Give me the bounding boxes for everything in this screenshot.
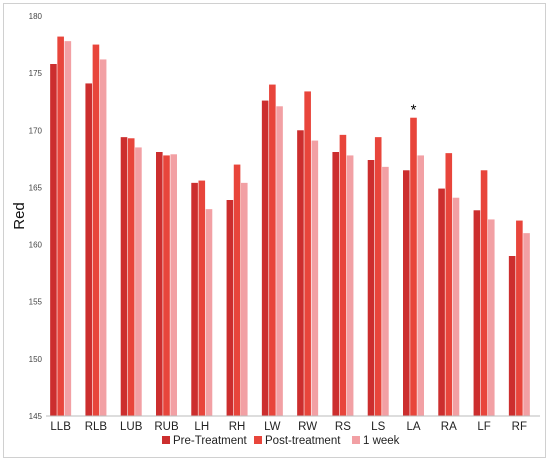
bar-pre-treatment-lub: [120, 137, 128, 416]
x-tick-label: LA: [406, 421, 420, 433]
y-tick-label: 145: [29, 412, 43, 421]
y-tick-label: 175: [29, 69, 43, 78]
x-tick-label: LW: [264, 421, 281, 433]
x-tick-label: LF: [477, 421, 490, 433]
bar-pre-treatment-rs: [332, 152, 340, 416]
legend-item: Post-treatment: [254, 435, 341, 447]
bar-pre-treatment-llb: [50, 64, 57, 416]
x-axis: LLB RLB LUB RUB LH RH LW RW RS LS LA RA LF RF: [46, 415, 540, 433]
bar-1-week-rw: [311, 140, 319, 417]
bar-pre-treatment-rw: [297, 130, 304, 417]
bar-post-treatment-rs: [339, 134, 347, 416]
legend-item: Pre-Treatment: [162, 435, 248, 447]
legend: Pre-Treatment Post-treatment 1 week: [162, 435, 400, 447]
bar-post-treatment-ra: [445, 153, 453, 416]
bar-1-week-lh: [205, 209, 213, 416]
bar-post-treatment-llb: [57, 36, 64, 416]
y-tick-label: 170: [29, 126, 43, 135]
significance-marker: *: [411, 102, 417, 119]
bar-post-treatment-rub: [163, 155, 170, 416]
y-tick-label: 165: [29, 183, 43, 192]
y-tick-label: 180: [29, 12, 43, 21]
bar-1-week-ls: [382, 166, 389, 416]
annotations: *: [411, 102, 417, 119]
legend-label: 1 week: [363, 435, 400, 447]
bar-post-treatment-rf: [516, 220, 523, 416]
bar-1-week-rf: [523, 233, 530, 416]
bar-1-week-lf: [487, 219, 495, 416]
bar-pre-treatment-rlb: [85, 83, 93, 416]
bar-post-treatment-lub: [127, 138, 135, 417]
x-tick-label: RLB: [85, 421, 108, 433]
x-tick-label: RW: [298, 421, 317, 433]
bar-pre-treatment-lw: [261, 100, 269, 417]
bar-pre-treatment-lh: [191, 182, 198, 416]
y-tick-label: 150: [29, 355, 43, 364]
bar-pre-treatment-ra: [438, 188, 445, 416]
legend-label: Pre-Treatment: [173, 435, 248, 447]
x-tick-label: LUB: [120, 421, 143, 433]
x-tick-label: RUB: [154, 421, 179, 433]
bar-1-week-lub: [135, 147, 142, 416]
y-tick-label: 155: [29, 298, 43, 307]
x-tick-label: RF: [512, 421, 527, 433]
legend-swatch: [254, 436, 262, 444]
bar-1-week-llb: [64, 41, 72, 417]
bar-1-week-lw: [276, 106, 283, 417]
legend-item: 1 week: [352, 435, 400, 447]
y-axis: 145 150 155 160 165 170 175 180: [29, 12, 43, 421]
x-tick-label: RA: [441, 421, 457, 433]
x-tick-label: RS: [335, 421, 351, 433]
bar-post-treatment-ls: [374, 137, 382, 416]
bar-1-week-la: [417, 155, 424, 416]
legend-swatch: [352, 436, 360, 444]
y-tick-label: 160: [29, 241, 43, 250]
bar-post-treatment-lf: [480, 170, 488, 416]
bar-pre-treatment-ls: [367, 160, 375, 416]
bar-post-treatment-rlb: [92, 44, 100, 416]
y-axis-label: Red: [11, 202, 28, 230]
x-tick-label: LS: [371, 421, 385, 433]
bars: [50, 36, 530, 417]
bar-pre-treatment-rh: [226, 200, 234, 416]
x-tick-label: LH: [194, 421, 209, 433]
legend-swatch: [162, 436, 170, 444]
bar-1-week-rub: [170, 154, 177, 417]
bar-1-week-rh: [240, 182, 248, 416]
bar-post-treatment-rh: [233, 164, 241, 416]
x-tick-label: LLB: [50, 421, 71, 433]
bar-post-treatment-rw: [304, 91, 311, 416]
bar-1-week-rlb: [99, 59, 107, 417]
x-tick-label: RH: [229, 421, 246, 433]
bar-1-week-ra: [452, 197, 460, 416]
bar-post-treatment-lh: [198, 180, 206, 416]
bar-pre-treatment-rub: [156, 152, 163, 416]
legend-label: Post-treatment: [265, 435, 341, 447]
bar-pre-treatment-lf: [473, 210, 481, 416]
bar-post-treatment-la: [410, 117, 417, 416]
bar-post-treatment-lw: [269, 84, 276, 417]
bar-pre-treatment-la: [403, 170, 410, 416]
bar-pre-treatment-rf: [508, 256, 516, 416]
bar-1-week-rs: [346, 155, 354, 416]
